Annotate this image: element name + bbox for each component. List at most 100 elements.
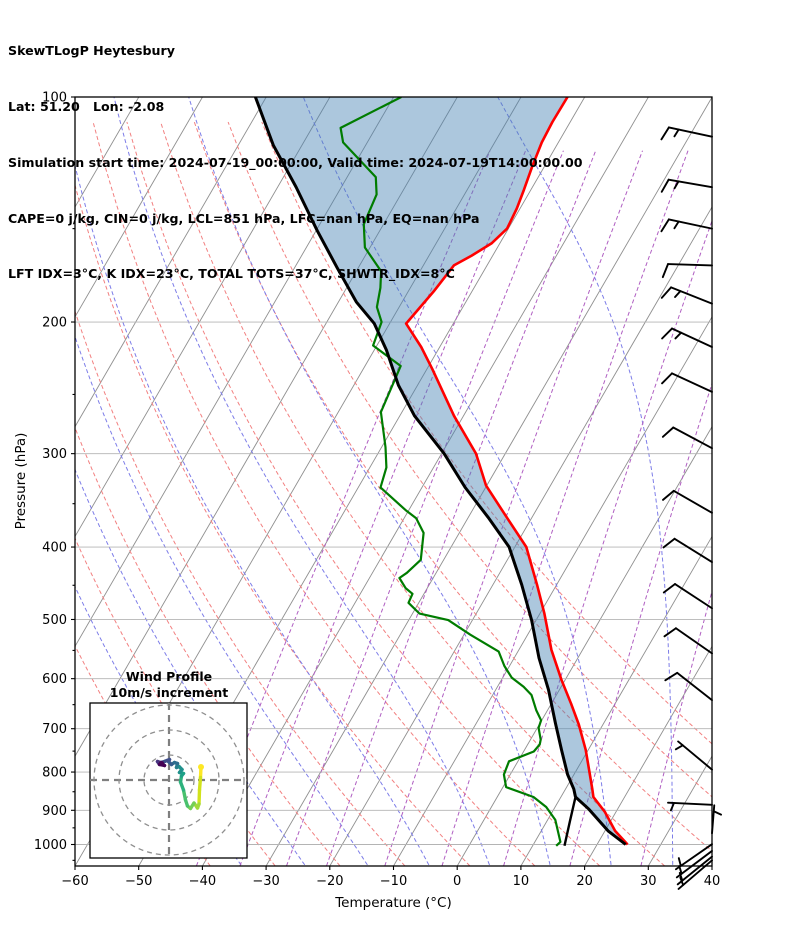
x-tick-label: −50 — [125, 874, 152, 889]
isotherm-line — [75, 97, 203, 318]
dry-adiabat-line — [261, 121, 712, 745]
moist-adiabat-line — [188, 97, 551, 865]
wind-barb-staff — [672, 489, 713, 514]
wind-barb-staff — [671, 327, 713, 348]
cin-shading — [255, 97, 628, 845]
wind-barb-staff — [667, 126, 713, 138]
chart-indices-1: CAPE=0 j/kg, CIN=0 j/kg, LCL=851 hPa, LF… — [8, 210, 480, 226]
hodograph-trace-segment — [197, 788, 202, 806]
wind-barb-half — [673, 128, 680, 138]
y-tick-label: 400 — [42, 541, 67, 556]
mixing-ratio-line — [503, 219, 712, 866]
wind-barb-half — [673, 180, 680, 190]
mixing-ratio-line — [286, 150, 564, 866]
x-tick-label: −40 — [189, 874, 216, 889]
wind-barb-staff — [677, 859, 713, 890]
wind-barb-staff — [667, 218, 713, 230]
x-tick-label: 20 — [576, 874, 593, 889]
isotherm-line — [711, 865, 712, 866]
y-tick-label: 800 — [42, 766, 67, 781]
isotherm-line — [329, 206, 712, 866]
wind-barb-full — [660, 218, 670, 233]
wind-barb-half — [674, 331, 683, 340]
isotherm-lines — [75, 97, 712, 866]
isotherm-line — [75, 97, 395, 648]
hodograph-trace-segment — [197, 775, 203, 792]
wind-barb-staff — [667, 263, 713, 267]
wind-barb-full — [663, 627, 677, 638]
mixing-ratio-line — [569, 382, 712, 866]
isotherm-line — [584, 645, 712, 866]
wind-barb-staff — [677, 740, 713, 771]
wind-barb-half — [674, 290, 682, 299]
wind-barb-staff — [670, 286, 713, 305]
wind-barb-staff — [671, 372, 713, 393]
x-tick-label: −10 — [380, 874, 407, 889]
y-tick-label: 300 — [42, 447, 67, 462]
isotherm-line — [647, 755, 712, 866]
wind-barb-full — [661, 327, 673, 340]
dry-adiabat-line — [193, 121, 712, 852]
parcel-moist-adiabat — [253, 97, 577, 798]
wind-barb-full — [662, 489, 675, 501]
wind-barb-staff — [676, 855, 713, 886]
wind-barb-half — [674, 744, 684, 751]
hodograph-grid — [90, 703, 247, 858]
dewpoint-curve — [339, 97, 562, 847]
dry-adiabat-line — [75, 309, 406, 866]
chart-latlon: Lat: 51.20 Lon: -2.08 — [8, 98, 165, 114]
y-tick-label: 100 — [42, 91, 67, 106]
wind-barb-full — [661, 263, 669, 279]
skewt-plot-area — [75, 97, 712, 866]
wind-barb-half — [679, 876, 685, 886]
x-tick-label: 10 — [513, 874, 530, 889]
y-tick-label: 1000 — [34, 838, 67, 853]
chart-title: SkewTLogP Heytesbury — [8, 43, 175, 59]
x-tick-label: 0 — [453, 874, 461, 889]
y-tick-label: 900 — [42, 804, 67, 819]
wind-barb-staff — [674, 843, 713, 871]
moist-adiabat-line — [113, 97, 490, 866]
wind-barb-half — [673, 220, 680, 230]
wind-barb-half — [677, 857, 682, 867]
wind-barb-staff — [675, 849, 713, 879]
moist-adiabat-line — [497, 97, 674, 865]
dry-adiabat-line — [126, 121, 601, 866]
dry-adiabat-line — [160, 121, 665, 866]
mixing-ratio-line — [441, 150, 689, 866]
y-tick-label: 600 — [42, 672, 67, 687]
wind-barb-full — [662, 583, 676, 594]
mixing-ratio-line — [239, 150, 527, 866]
mixing-ratio-lines — [195, 150, 712, 866]
y-tick-label: 500 — [42, 613, 67, 628]
wind-barbs — [660, 126, 723, 890]
isotherm-line — [75, 97, 458, 758]
y-axis-label: Pressure (hPa) — [13, 433, 29, 530]
wind-barb-full — [660, 126, 670, 141]
parcel-dry-adiabat — [574, 795, 627, 846]
isotherm-line — [520, 535, 712, 866]
wind-barb-half — [669, 801, 675, 812]
wind-barb-staff — [667, 178, 713, 189]
wind-barb-staff — [672, 426, 713, 450]
temperature-curve — [404, 97, 629, 846]
y-tick-label: 700 — [42, 722, 67, 737]
wind-barb-full — [660, 178, 670, 193]
parcel-mixing-ratio-leg — [563, 796, 577, 847]
parcel-curve — [253, 97, 627, 847]
moist-adiabat-line — [75, 163, 430, 866]
dry-adiabat-line — [92, 121, 536, 866]
hodograph-subtitle: 10m/s increment — [110, 685, 228, 700]
isotherm-line — [265, 97, 712, 866]
dry-adiabat-line — [75, 426, 341, 866]
wind-barb-full — [661, 372, 673, 385]
mixing-ratio-line — [640, 589, 712, 866]
wind-barb-staff — [673, 537, 713, 564]
x-tick-label: 30 — [640, 874, 657, 889]
hodograph-ring — [93, 704, 245, 856]
hodograph-ring — [143, 754, 195, 806]
isotherm-line — [75, 97, 331, 538]
